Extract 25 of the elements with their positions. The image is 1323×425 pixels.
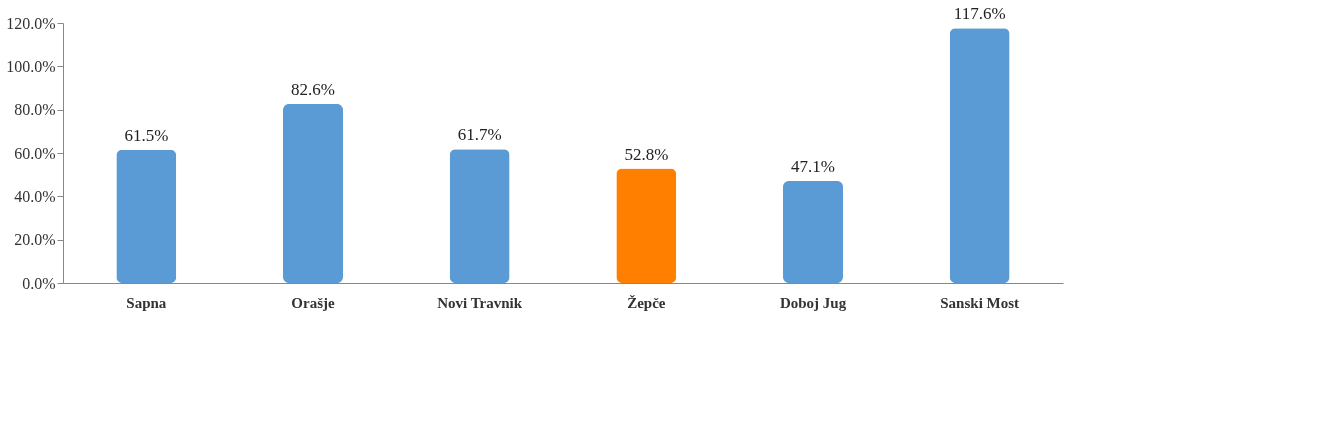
data-label: 52.8% xyxy=(624,144,669,164)
data-label: 47.1% xyxy=(791,156,835,176)
x-tick-label: Orašje xyxy=(291,294,335,311)
bar xyxy=(283,104,343,283)
data-label: 117.6% xyxy=(953,4,1006,24)
x-tick-label: Sapna xyxy=(126,294,167,311)
y-tick-label: 100.0% xyxy=(6,57,56,75)
bar xyxy=(116,149,177,283)
data-label: 82.6% xyxy=(291,80,335,100)
y-tick-label: 60.0% xyxy=(14,144,56,162)
bar xyxy=(783,180,843,283)
data-label: 61.5% xyxy=(124,125,169,145)
y-tick-label: 120.0% xyxy=(6,14,56,32)
x-tick-label: Novi Travnik xyxy=(437,294,523,311)
y-tick-label: 80.0% xyxy=(14,101,56,119)
x-tick-label: Doboj Jug xyxy=(779,294,847,311)
y-tick-label: 0.0% xyxy=(22,274,56,292)
y-tick-label: 40.0% xyxy=(14,187,56,205)
x-tick-label: Žepče xyxy=(627,294,666,311)
bar xyxy=(949,28,1010,283)
bar xyxy=(449,149,510,283)
x-tick-label: Sanski Most xyxy=(940,294,1020,311)
bar xyxy=(616,168,677,283)
data-label: 61.7% xyxy=(457,125,502,145)
y-tick-label: 20.0% xyxy=(14,231,56,249)
